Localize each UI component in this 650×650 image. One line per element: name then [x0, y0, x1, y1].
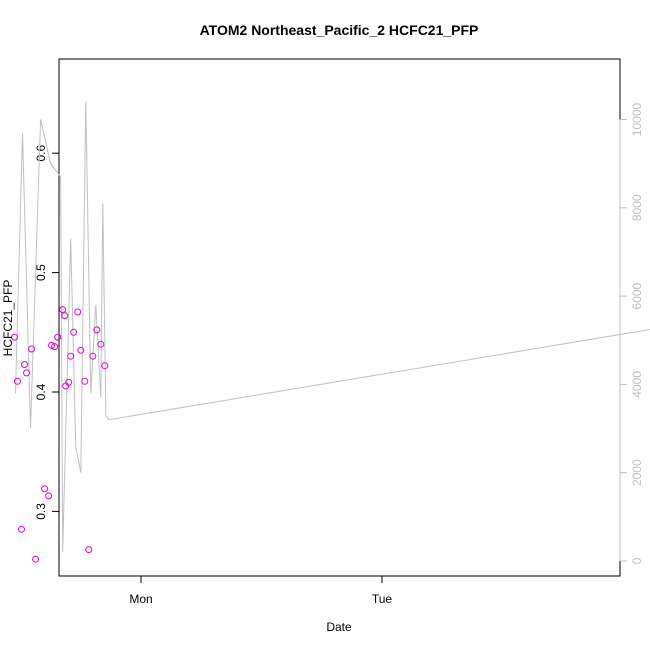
right-tick-label: 6000 — [630, 282, 644, 309]
data-point — [61, 312, 69, 320]
data-point — [45, 492, 53, 500]
data-point — [101, 362, 109, 370]
data-point — [21, 361, 28, 368]
data-point — [59, 306, 67, 314]
left-tick-label: 0.3 — [34, 503, 48, 520]
plot-frame — [58, 58, 621, 577]
data-points — [11, 306, 109, 563]
data-point — [74, 308, 82, 316]
data-point — [32, 555, 40, 563]
left-tick-label: 0.5 — [34, 264, 48, 281]
data-point — [51, 343, 59, 351]
right-tick-label: 0 — [630, 557, 644, 564]
right-y-axis: 0 2000 4000 6000 8000 10000 — [619, 102, 644, 564]
right-tick-label: 8000 — [630, 194, 644, 221]
data-point — [97, 340, 105, 348]
data-point — [54, 333, 62, 341]
y-axis-label: HCFC21_PFP — [1, 280, 15, 357]
x-tick-label: Tue — [372, 592, 393, 606]
left-tick-label: 0.4 — [34, 383, 48, 400]
right-tick-label: 2000 — [630, 459, 644, 486]
x-axis-label: Date — [326, 620, 352, 634]
data-point — [11, 333, 18, 341]
x-axis: Mon Tue — [129, 575, 393, 606]
data-point — [67, 352, 75, 360]
data-point — [28, 345, 35, 353]
data-point — [85, 546, 93, 554]
data-point — [70, 328, 78, 336]
data-point — [93, 326, 101, 334]
data-point — [23, 369, 30, 377]
right-tick-label: 4000 — [630, 371, 644, 398]
left-tick-label: 0.6 — [34, 145, 48, 162]
left-y-axis: 0.3 0.4 0.5 0.6 — [34, 145, 60, 520]
data-point — [41, 485, 49, 493]
chart-title: ATOM2 Northeast_Pacific_2 HCFC21_PFP — [200, 22, 479, 38]
data-point — [18, 525, 25, 533]
flight-altitude-line — [15, 101, 650, 553]
data-point — [81, 377, 89, 385]
data-point — [65, 378, 73, 386]
data-point — [14, 377, 21, 385]
data-point — [89, 352, 97, 360]
x-tick-label: Mon — [129, 592, 152, 606]
right-tick-label: 10000 — [630, 102, 644, 136]
data-point — [77, 346, 85, 354]
